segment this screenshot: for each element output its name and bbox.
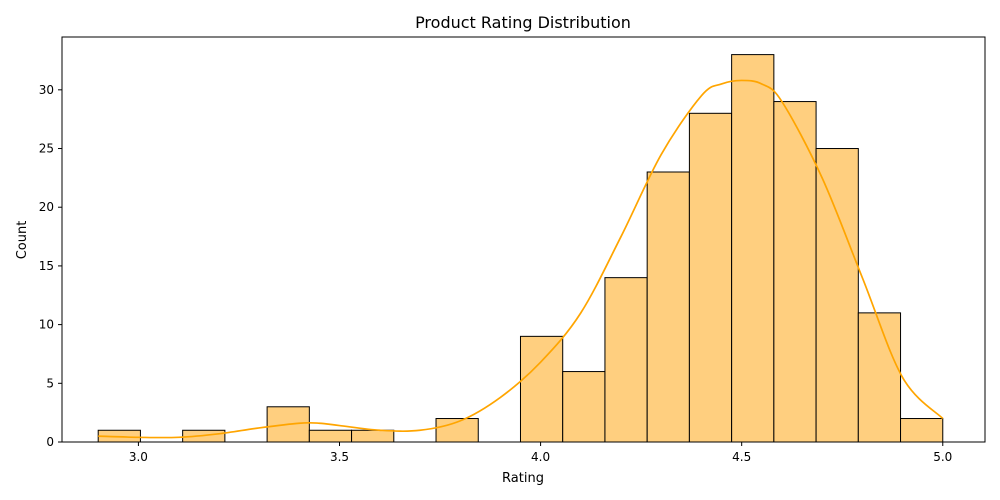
y-tick-label: 0 [46,435,54,449]
histogram-bar-6 [351,429,395,443]
y-tick-label: 25 [39,142,54,156]
histogram-bar-17 [815,148,859,443]
y-tick-label: 5 [46,376,54,390]
histogram-bar-19 [900,418,944,443]
x-tick-label: 4.0 [531,450,550,464]
y-axis-ticks: 0 5 10 15 20 25 30 [39,83,62,449]
y-tick-label: 30 [39,83,54,97]
histogram-bar-14 [688,112,733,443]
histogram-bar-16 [773,101,817,443]
histogram-bar-15 [731,54,775,443]
kde-density-curve [98,79,944,439]
histogram-bar-18 [857,312,902,443]
y-tick-label: 10 [39,318,54,332]
y-axis-label: Count [15,221,30,260]
plot-area-frame [61,36,986,443]
y-tick-label: 20 [39,200,54,214]
histogram-bar-11 [562,371,606,443]
x-tick-label: 5.0 [933,450,952,464]
x-axis-label: Rating [502,471,544,486]
x-axis-ticks: 3.0 3.5 4.0 4.5 5.0 [129,442,952,464]
chart-title: Product Rating Distribution [415,13,631,32]
histogram-bar-5 [308,429,353,443]
histogram-bar-10 [519,335,564,443]
x-tick-label: 4.5 [732,450,751,464]
x-tick-label: 3.5 [330,450,349,464]
histogram-bar-13 [646,171,690,443]
histogram-bar-12 [604,277,648,443]
histogram-bars [97,54,944,443]
x-tick-label: 3.0 [129,450,148,464]
y-tick-label: 15 [39,259,54,273]
